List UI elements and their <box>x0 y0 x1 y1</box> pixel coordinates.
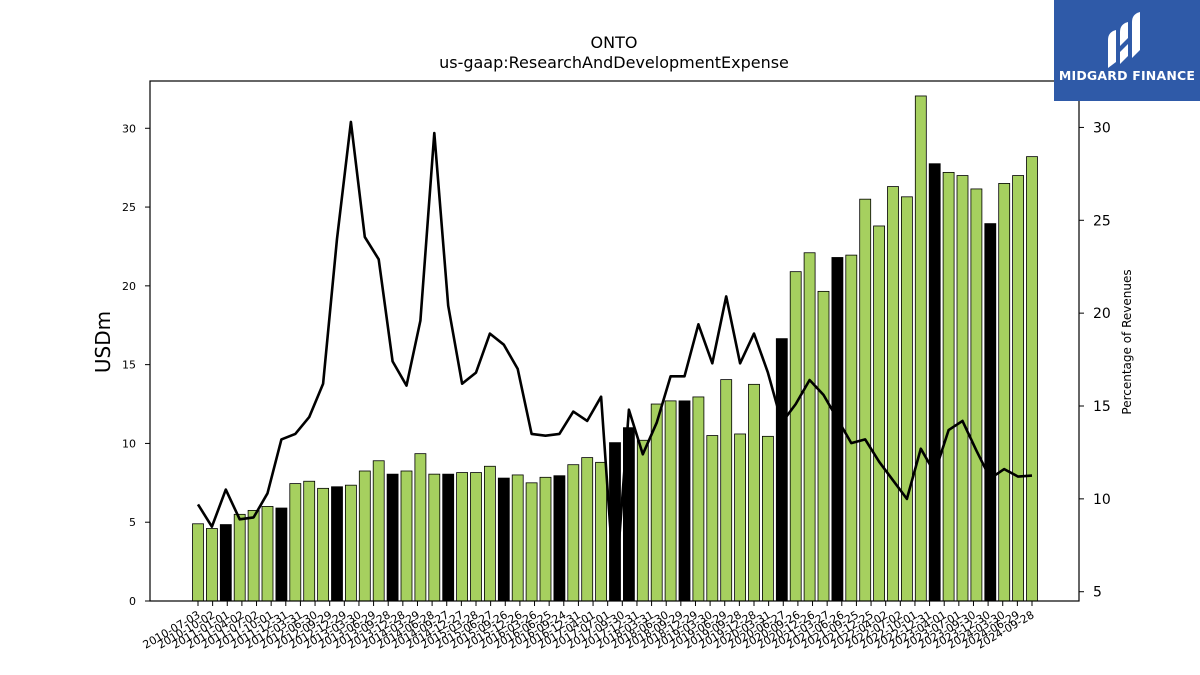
bar-16 <box>414 453 427 602</box>
bar-49 <box>873 225 885 602</box>
bar-37 <box>706 435 719 602</box>
bar-6 <box>275 507 288 602</box>
pct-line-layer <box>196 120 1033 597</box>
bar-17 <box>428 473 441 602</box>
bar-40 <box>748 383 760 602</box>
y-tick-label: 0 <box>129 595 136 608</box>
bar-43 <box>789 271 802 602</box>
y-tick-label: 10 <box>122 437 136 450</box>
bar-44 <box>803 252 816 602</box>
brand-name: MIDGARD FINANCE <box>1058 68 1196 83</box>
bar-4 <box>247 509 260 602</box>
bar-58 <box>998 183 1011 602</box>
bar-53 <box>928 163 941 602</box>
bar-7 <box>289 483 302 602</box>
bar-11 <box>344 484 357 602</box>
bar-13 <box>372 460 385 602</box>
bar-34 <box>664 400 677 602</box>
bar-56 <box>970 188 983 602</box>
bar-21 <box>483 465 496 602</box>
y2-tick-label: 25 <box>1093 213 1111 229</box>
bar-12 <box>358 470 371 602</box>
bar-5 <box>261 506 274 602</box>
y2-tick-label: 30 <box>1093 120 1111 136</box>
axes: 051015202530510152025302010-07-032010-10… <box>122 80 1111 652</box>
bar-32 <box>636 439 649 602</box>
bar-28 <box>581 457 594 602</box>
bar-52 <box>914 95 927 602</box>
bar-46 <box>831 257 844 602</box>
bar-8 <box>303 480 316 602</box>
bar-60 <box>1026 156 1038 602</box>
bar-19 <box>456 472 469 602</box>
bar-35 <box>678 400 691 602</box>
midgard-logo-icon <box>1108 12 1140 68</box>
y-tick-label: 25 <box>122 201 136 214</box>
y2-tick-label: 10 <box>1093 492 1111 508</box>
bar-15 <box>400 470 413 602</box>
bar-10 <box>331 486 343 602</box>
pct-line <box>196 120 1033 597</box>
y2-tick-label: 15 <box>1093 399 1111 415</box>
bars <box>192 95 1038 602</box>
y-axis-label: USDm <box>91 311 115 373</box>
bar-23 <box>511 474 524 602</box>
bar-41 <box>762 435 774 602</box>
bar-55 <box>956 175 969 602</box>
bar-20 <box>470 472 482 602</box>
bar-45 <box>817 290 830 602</box>
bar-39 <box>734 433 746 602</box>
bar-14 <box>386 473 399 602</box>
bar-22 <box>497 477 510 602</box>
bar-25 <box>539 476 552 602</box>
bar-51 <box>901 196 913 602</box>
bar-3 <box>233 513 246 602</box>
y-tick-label: 20 <box>122 280 136 293</box>
bar-0 <box>192 523 204 602</box>
brand-logo: MIDGARD FINANCE <box>1054 0 1200 101</box>
bar-57 <box>984 223 997 602</box>
bar-27 <box>567 464 580 602</box>
bar-50 <box>887 186 899 602</box>
y2-tick-label: 20 <box>1093 306 1111 322</box>
y-tick-label: 15 <box>122 359 136 372</box>
bar-42 <box>775 338 788 602</box>
bar-48 <box>859 198 872 602</box>
bar-24 <box>525 482 538 602</box>
plot-frame <box>149 80 1080 602</box>
bar-54 <box>942 171 955 602</box>
y2-axis-label: Percentage of Revenues <box>1120 269 1134 414</box>
y-tick-label: 30 <box>122 122 136 135</box>
bar-29 <box>595 461 607 602</box>
bar-18 <box>442 473 455 602</box>
bar-59 <box>1012 175 1024 602</box>
bar-38 <box>720 379 733 602</box>
bar-47 <box>845 254 858 602</box>
bar-2 <box>219 524 232 602</box>
bar-9 <box>317 487 330 602</box>
chart-title: ONTO <box>591 33 638 52</box>
y-tick-label: 5 <box>129 516 136 529</box>
bar-36 <box>692 396 705 602</box>
chart-subtitle: us-gaap:ResearchAndDevelopmentExpense <box>439 53 789 72</box>
bar-1 <box>205 528 218 602</box>
bar-26 <box>553 475 566 602</box>
y2-tick-label: 5 <box>1093 585 1102 601</box>
